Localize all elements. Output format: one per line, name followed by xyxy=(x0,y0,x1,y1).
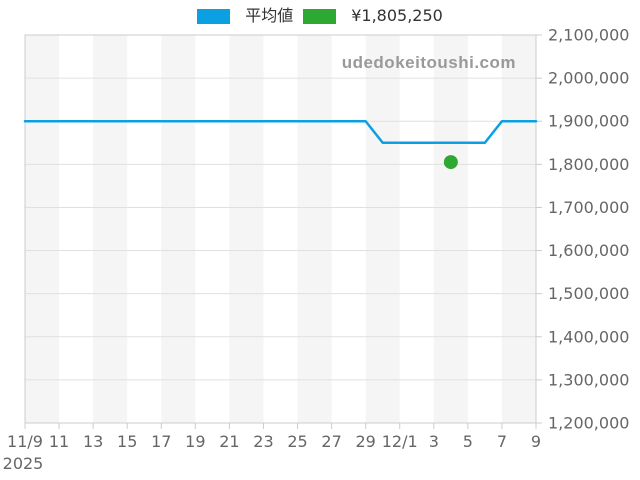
x-axis-label: 13 xyxy=(83,432,103,451)
x-axis-label: 12/1 xyxy=(382,432,418,451)
legend-swatch-average-icon xyxy=(197,8,231,24)
plot-band xyxy=(161,35,196,423)
average-line xyxy=(23,119,538,145)
plot-band xyxy=(93,35,128,423)
y-axis-label: 1,700,000 xyxy=(548,198,629,217)
x-axis-label: 17 xyxy=(151,432,171,451)
legend-swatch-price-icon xyxy=(303,8,337,24)
y-axis-label: 1,400,000 xyxy=(548,327,629,346)
plot-band xyxy=(25,35,60,423)
y-axis-label: 2,100,000 xyxy=(548,26,629,45)
y-axis-label: 1,500,000 xyxy=(548,284,629,303)
price-point[interactable] xyxy=(443,155,458,170)
x-axis-label: 27 xyxy=(321,432,341,451)
x-axis-label: 29 xyxy=(355,432,375,451)
x-axis-label: 5 xyxy=(463,432,473,451)
x-axis-label: 15 xyxy=(117,432,137,451)
y-axis-label: 2,000,000 xyxy=(548,69,629,88)
x-axis-label: 23 xyxy=(253,432,273,451)
legend-label-average: 平均値 xyxy=(245,6,294,25)
y-axis-label: 1,800,000 xyxy=(548,155,629,174)
plot-border xyxy=(24,34,537,424)
y-axis-label: 1,600,000 xyxy=(548,241,629,260)
legend-item-price[interactable]: ¥1,805,250 xyxy=(303,8,443,24)
plot-band xyxy=(501,35,536,423)
x-axis-label: 3 xyxy=(429,432,439,451)
x-axis-label: 19 xyxy=(185,432,205,451)
x-axis-label: 11/9 xyxy=(7,432,43,451)
legend-label-price: ¥1,805,250 xyxy=(351,6,443,25)
watermark: udedokeitoushi.com xyxy=(341,53,516,72)
x-axis-year-label: 2025 xyxy=(3,454,44,473)
plot-band xyxy=(297,35,332,423)
y-axis-label: 1,300,000 xyxy=(548,370,629,389)
plot-band xyxy=(365,35,400,423)
x-axis-label: 11 xyxy=(49,432,69,451)
x-axis-label: 7 xyxy=(497,432,507,451)
x-axis-label: 9 xyxy=(531,432,541,451)
y-axis-label: 1,200,000 xyxy=(548,414,629,433)
y-axis-label: 1,900,000 xyxy=(548,112,629,131)
plot-band xyxy=(229,35,264,423)
plot-band xyxy=(433,35,468,423)
legend-item-average[interactable]: 平均値 xyxy=(197,8,293,24)
x-axis-label: 25 xyxy=(287,432,307,451)
x-axis-label: 21 xyxy=(219,432,239,451)
chart-legend: 平均値 ¥1,805,250 xyxy=(0,8,640,24)
